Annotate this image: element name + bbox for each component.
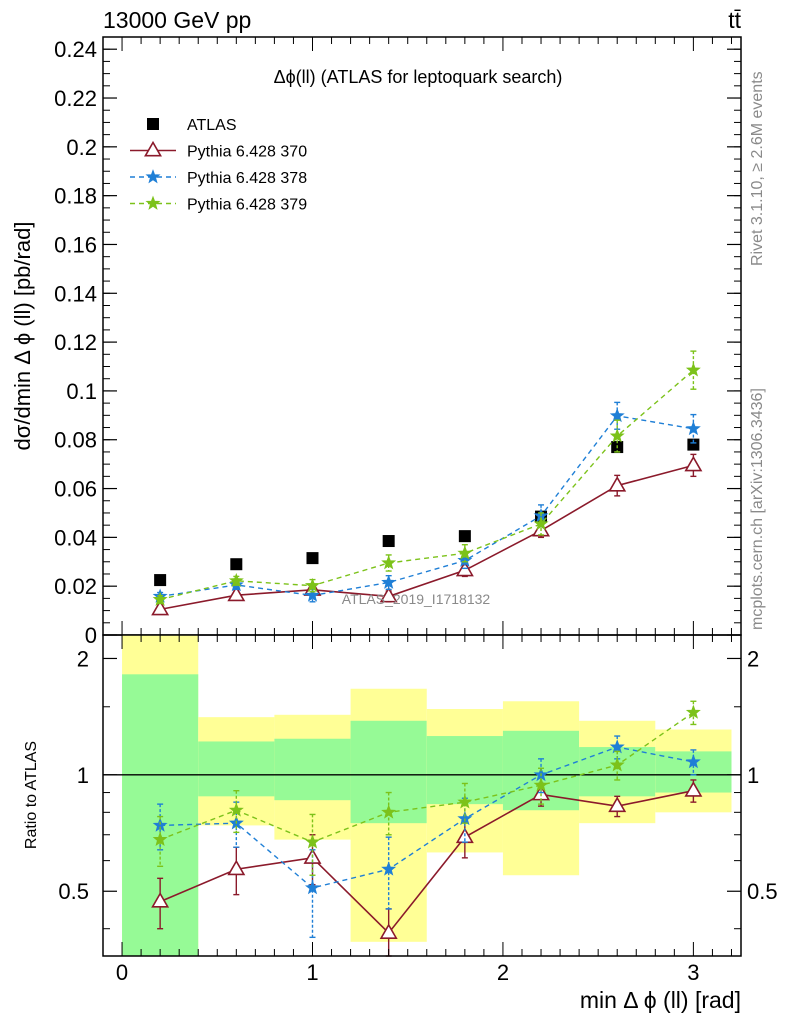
- ratio-point-pythia-6-428-370: [608, 796, 627, 813]
- main-point-pythia-6-428-370: [379, 586, 398, 603]
- ratio-point-pythia-6-428-378: [609, 739, 625, 754]
- ratio-point-pythia-6-428-379: [533, 777, 549, 792]
- legend-label-pythia-6-428-379: Pythia 6.428 379: [187, 197, 307, 214]
- main-point-atlas: [382, 535, 395, 548]
- ratio-y-tick-label: 0.5: [58, 879, 89, 904]
- ratio-y-tick-label: 2: [77, 646, 89, 671]
- legend-label-pythia-6-428-378: Pythia 6.428 378: [187, 170, 307, 187]
- ratio-point-pythia-6-428-370: [684, 781, 703, 797]
- ratio-y-tick-label-right: 2: [747, 646, 759, 671]
- ratio-point-pythia-6-428-370: [151, 892, 170, 908]
- ratio-band-green: [198, 741, 275, 797]
- main-point-pythia-6-428-378: [609, 407, 625, 423]
- ratio-point-pythia-6-428-379: [152, 831, 168, 846]
- ratio-axis-ticks: 0.5 0.5 1 1 2 2 0 1 2 3: [58, 635, 778, 985]
- main-y-tick-label: 0.12: [54, 330, 97, 355]
- energy-label: 13000 GeV pp: [103, 7, 251, 33]
- ratio-y-axis-label: Ratio to ATLAS: [23, 741, 40, 849]
- ratio-point-pythia-6-428-379: [457, 794, 473, 809]
- ratio-series-layer: [151, 700, 703, 957]
- main-point-pythia-6-428-379: [533, 516, 549, 531]
- ratio-line-pythia-6-428-370: [159, 789, 694, 935]
- ratio-point-pythia-6-428-379: [685, 704, 701, 719]
- main-y-tick-label: 0.02: [54, 574, 97, 599]
- main-y-tick-label: 0.24: [54, 37, 97, 62]
- ratio-point-pythia-6-428-378: [381, 861, 397, 876]
- main-panel: 0 0.02 0.04 0.06 0.08 0.1 0.12 0.14 0.16 0.18 0.2 0…: [10, 36, 742, 648]
- ratio-uncertainty-bands: [122, 635, 732, 956]
- main-y-tick-label: 0.14: [54, 281, 97, 306]
- analysis-id-label: ATLAS_2019_I1718132: [342, 591, 491, 607]
- main-point-pythia-6-428-370: [227, 585, 246, 602]
- main-point-pythia-6-428-379: [228, 572, 244, 588]
- ratio-band-green: [274, 738, 351, 801]
- ratio-point-pythia-6-428-379: [609, 757, 625, 772]
- main-y-axis-label: dσ/dmin Δ ϕ (ll) [pb/rad]: [10, 222, 35, 451]
- main-y-tick-label: 0.16: [54, 232, 97, 257]
- legend-label-atlas: ATLAS: [187, 117, 237, 134]
- main-point-atlas: [458, 530, 471, 543]
- main-point-atlas: [687, 438, 700, 451]
- main-point-pythia-6-428-379: [381, 555, 397, 570]
- main-y-tick-label: 0.06: [54, 477, 97, 502]
- legend: ATLAS Pythia 6.428 370 Pythia 6.428 378 Pyt…: [130, 117, 307, 214]
- ratio-point-pythia-6-428-378: [685, 754, 701, 769]
- ratio-point-pythia-6-428-370: [227, 859, 246, 876]
- main-point-pythia-6-428-378: [381, 574, 397, 589]
- ratio-point-pythia-6-428-379: [228, 802, 244, 817]
- main-series-layer: [151, 350, 703, 616]
- ratio-plot-frame: [102, 634, 742, 957]
- x-tick-label: 3: [687, 960, 699, 985]
- main-point-pythia-6-428-379: [304, 577, 320, 593]
- ratio-panel: 0.5 0.5 1 1 2 2 0 1 2 3 Ratio to ATLAS min Δ ϕ (l…: [23, 634, 778, 1013]
- x-tick-label: 0: [116, 960, 128, 985]
- x-tick-label: 1: [306, 960, 318, 985]
- main-y-tick-label: 0.04: [54, 525, 97, 550]
- side-label-rivet: Rivet 3.1.10, ≥ 2.6M events: [749, 71, 766, 266]
- ratio-y-tick-label-right: 1: [747, 763, 759, 788]
- legend-marker-pythia-6-428-370: [144, 140, 162, 157]
- main-y-tick-label: 0.22: [54, 86, 97, 111]
- ratio-point-pythia-6-428-379: [381, 804, 397, 819]
- main-point-pythia-6-428-379: [152, 591, 168, 607]
- side-label-mcplots: mcplots.cern.ch [arXiv:1306.3436]: [749, 388, 766, 630]
- legend-marker-pythia-6-428-378: [145, 169, 161, 184]
- legend-marker-atlas: [147, 118, 159, 130]
- chart-title: Δϕ(ll) (ATLAS for leptoquark search): [274, 67, 563, 87]
- main-point-pythia-6-428-378: [304, 587, 320, 602]
- main-point-pythia-6-428-370: [608, 476, 627, 492]
- main-point-pythia-6-428-379: [457, 545, 473, 560]
- main-point-atlas: [230, 558, 243, 571]
- main-y-tick-label: 0.18: [54, 184, 97, 209]
- ratio-band-green: [426, 736, 503, 805]
- process-label: tt̄: [728, 7, 741, 33]
- ratio-point-pythia-6-428-370: [379, 923, 398, 939]
- main-point-atlas: [154, 574, 167, 587]
- ratio-line-pythia-6-428-378: [160, 746, 694, 889]
- x-tick-label: 2: [497, 960, 509, 985]
- main-y-tick-label: 0: [85, 623, 97, 648]
- main-point-pythia-6-428-379: [685, 362, 701, 377]
- x-axis-label: min Δ ϕ (ll) [rad]: [580, 987, 741, 1013]
- main-y-tick-label: 0.1: [66, 379, 97, 404]
- main-point-pythia-6-428-379: [609, 428, 625, 443]
- main-line-pythia-6-428-378: [160, 415, 694, 598]
- main-axis-ticks: 0 0.02 0.04 0.06 0.08 0.1 0.12 0.14 0.16 0.18 0.2 0…: [54, 36, 741, 648]
- ratio-point-pythia-6-428-378: [457, 810, 473, 826]
- main-line-pythia-6-428-370: [159, 464, 694, 611]
- legend-marker-pythia-6-428-379: [145, 195, 161, 210]
- main-point-atlas: [306, 552, 319, 565]
- main-point-pythia-6-428-370: [151, 599, 170, 616]
- main-y-tick-label: 0.08: [54, 428, 97, 453]
- main-y-tick-label: 0.2: [66, 135, 97, 160]
- legend-label-pythia-6-428-370: Pythia 6.428 370: [187, 144, 307, 161]
- ratio-point-pythia-6-428-378: [304, 880, 320, 895]
- main-line-pythia-6-428-379: [159, 369, 694, 601]
- ratio-point-pythia-6-428-379: [304, 834, 320, 849]
- ratio-y-tick-label: 1: [77, 763, 89, 788]
- main-point-pythia-6-428-370: [684, 455, 703, 472]
- main-point-pythia-6-428-378: [685, 420, 701, 436]
- ratio-y-tick-label-right: 0.5: [747, 879, 778, 904]
